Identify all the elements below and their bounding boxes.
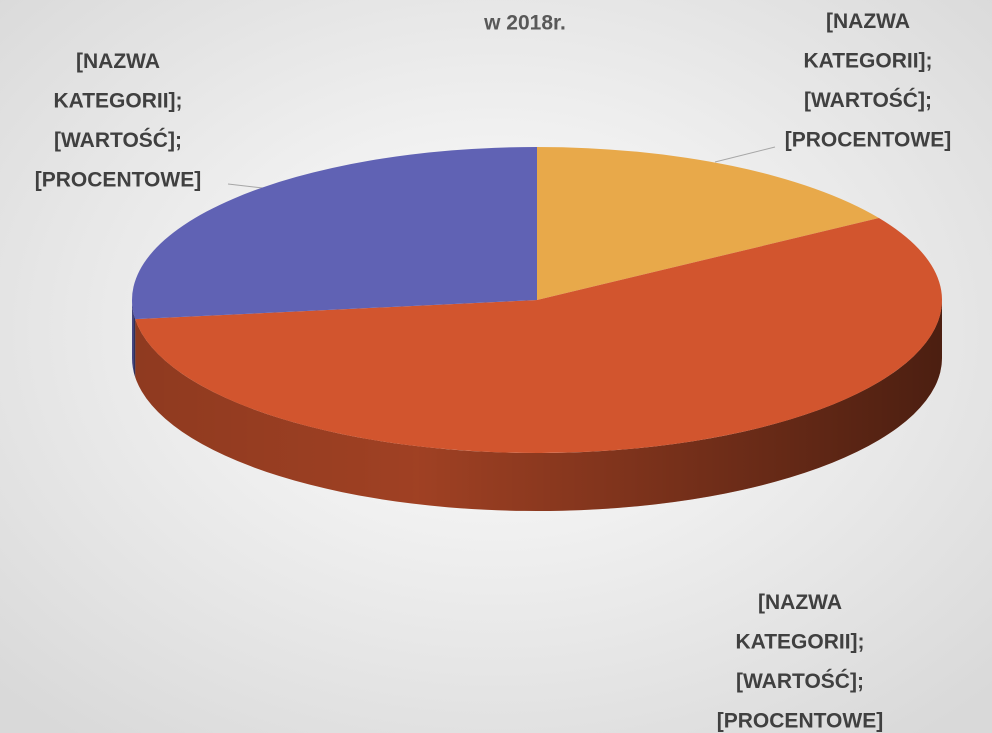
data-label-line: [WARTOŚĆ]; xyxy=(804,88,932,112)
slice xyxy=(135,218,942,453)
data-label-line: [NAZWA xyxy=(758,591,842,614)
data-label: [NAZWA KATEGORII]; [WARTOŚĆ]; [PROCENTOWE] xyxy=(785,10,951,152)
data-label-line: [NAZWA xyxy=(826,10,910,33)
data-label-line: [WARTOŚĆ]; xyxy=(54,128,182,152)
data-label: [NAZWA KATEGORII]; [WARTOŚĆ]; [PROCENTOWE] xyxy=(717,591,883,733)
data-label-line: [PROCENTOWE] xyxy=(785,128,951,151)
data-label-line: [PROCENTOWE] xyxy=(35,168,201,191)
data-label: [NAZWA KATEGORII]; [WARTOŚĆ]; [PROCENTOWE] xyxy=(35,50,201,192)
data-label-line: [PROCENTOWE] xyxy=(717,709,883,732)
data-label-line: KATEGORII]; xyxy=(803,49,932,72)
leader-line xyxy=(714,146,776,163)
data-label-line: [WARTOŚĆ]; xyxy=(736,669,864,693)
slice xyxy=(131,147,537,320)
slice-side-shade xyxy=(132,300,136,378)
data-label-line: KATEGORII]; xyxy=(735,630,864,653)
chart-title: w 2018r. xyxy=(483,12,566,35)
slice xyxy=(537,147,879,300)
data-label-line: KATEGORII]; xyxy=(53,89,182,112)
slice-side-shade xyxy=(135,300,942,512)
data-label-line: [NAZWA xyxy=(76,50,160,73)
